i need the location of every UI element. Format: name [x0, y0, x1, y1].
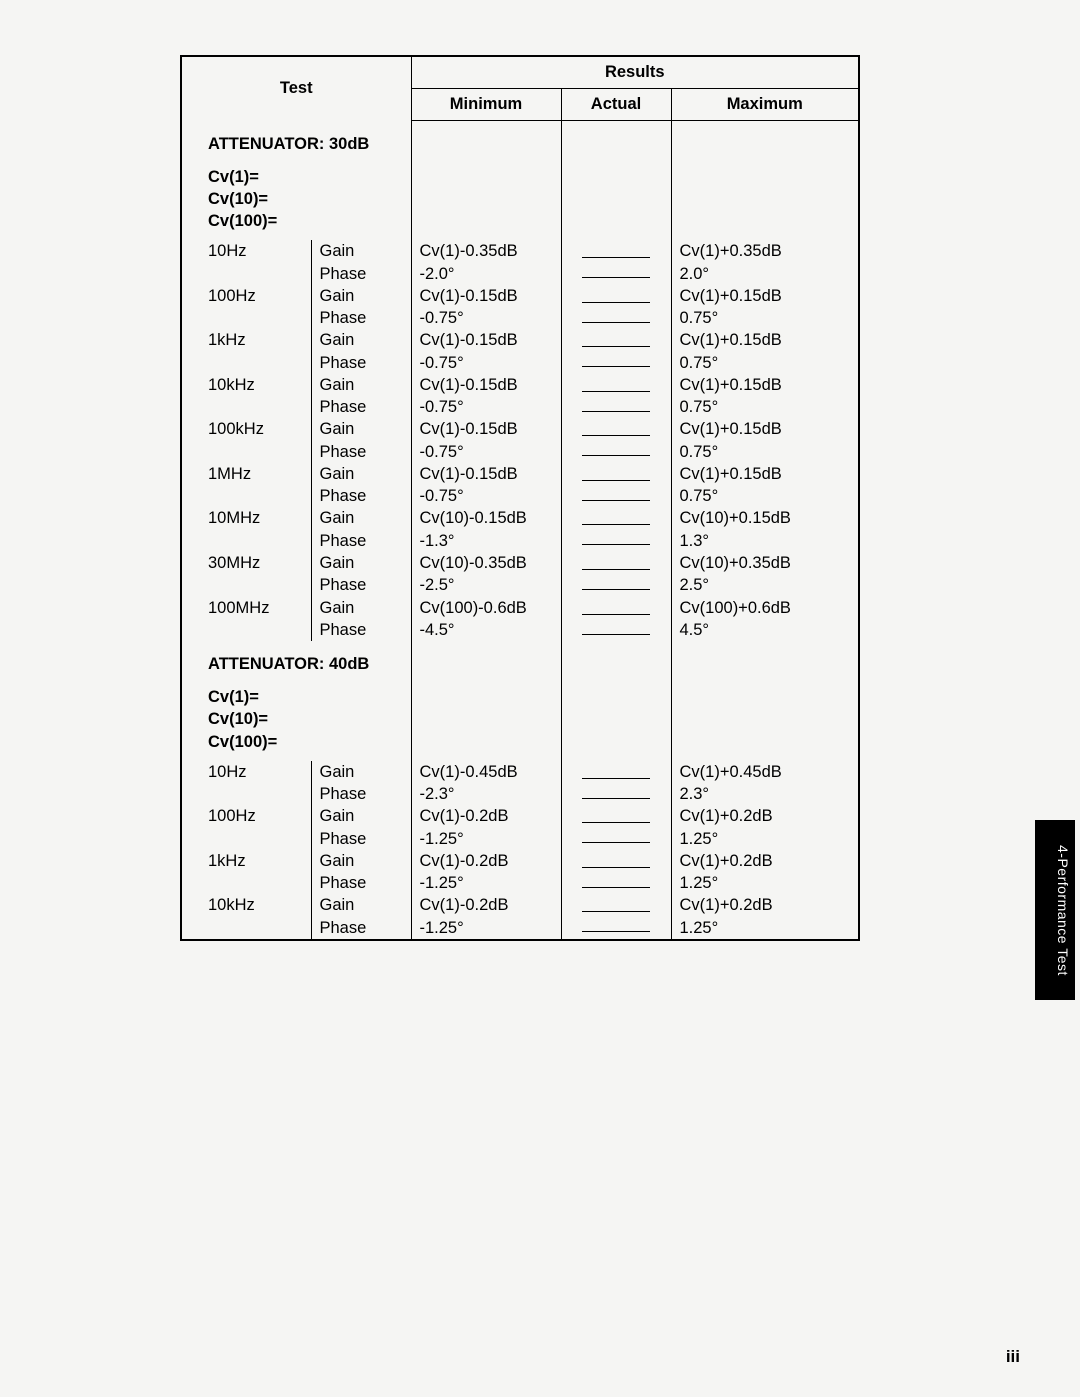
minimum-value: Cv(1)-0.2dB-1.25° — [420, 894, 553, 939]
minimum-value: Cv(10)-0.15dB-1.3° — [420, 507, 553, 552]
actual-blank[interactable] — [582, 442, 650, 456]
actual-blank[interactable] — [582, 289, 650, 303]
header-actual: Actual — [561, 89, 671, 121]
actual-blank[interactable] — [582, 422, 650, 436]
minimum-value: Cv(1)-0.45dB-2.3° — [420, 761, 553, 806]
actual-blank[interactable] — [582, 531, 650, 545]
frequency-label: 1kHz — [190, 850, 303, 872]
maximum-value: Cv(10)+0.35dB2.5° — [680, 552, 851, 597]
minimum-value: Cv(10)-0.35dB-2.5° — [420, 552, 553, 597]
measurement-type: GainPhase — [320, 805, 403, 850]
minimum-value: Cv(1)-0.2dB-1.25° — [420, 850, 553, 895]
actual-blank[interactable] — [582, 898, 650, 912]
measurement-type: GainPhase — [320, 850, 403, 895]
actual-blank[interactable] — [582, 601, 650, 615]
measurement-type: GainPhase — [320, 894, 403, 939]
actual-blank[interactable] — [582, 309, 650, 323]
frequency-label: 10kHz — [190, 894, 303, 916]
chapter-tab: 4-Performance Test — [1035, 820, 1075, 1000]
minimum-value: Cv(1)-0.15dB-0.75° — [420, 374, 553, 419]
maximum-value: Cv(1)+0.15dB0.75° — [680, 418, 851, 463]
frequency-label: 1kHz — [190, 329, 303, 351]
maximum-value: Cv(1)+0.2dB1.25° — [680, 805, 851, 850]
cv-declarations: Cv(1)=Cv(10)=Cv(100)= — [190, 682, 403, 761]
minimum-value: Cv(1)-0.15dB-0.75° — [420, 285, 553, 330]
minimum-value: Cv(1)-0.35dB-2.0° — [420, 240, 553, 285]
actual-blank[interactable] — [582, 378, 650, 392]
actual-blank[interactable] — [582, 244, 650, 258]
actual-blank[interactable] — [582, 918, 650, 932]
measurement-type: GainPhase — [320, 285, 403, 330]
actual-blank[interactable] — [582, 333, 650, 347]
maximum-value: Cv(1)+0.15dB0.75° — [680, 285, 851, 330]
actual-blank[interactable] — [582, 765, 650, 779]
minimum-value: Cv(1)-0.15dB-0.75° — [420, 329, 553, 374]
measurement-type: GainPhase — [320, 597, 403, 642]
measurement-type: GainPhase — [320, 329, 403, 374]
actual-blank[interactable] — [582, 576, 650, 590]
page-number: iii — [1006, 1347, 1020, 1367]
frequency-label: 100Hz — [190, 285, 303, 307]
actual-blank[interactable] — [582, 487, 650, 501]
frequency-label: 100MHz — [190, 597, 303, 619]
actual-blank[interactable] — [582, 874, 650, 888]
minimum-value: Cv(1)-0.15dB-0.75° — [420, 463, 553, 508]
frequency-label: 100Hz — [190, 805, 303, 827]
measurement-type: GainPhase — [320, 240, 403, 285]
header-minimum: Minimum — [411, 89, 561, 121]
measurement-type: GainPhase — [320, 374, 403, 419]
actual-blank[interactable] — [582, 785, 650, 799]
frequency-label: 10MHz — [190, 507, 303, 529]
actual-blank[interactable] — [582, 511, 650, 525]
minimum-value: Cv(1)-0.2dB-1.25° — [420, 805, 553, 850]
attenuator-heading: ATTENUATOR: 30dB — [190, 121, 403, 162]
actual-blank[interactable] — [582, 467, 650, 481]
minimum-value: Cv(100)-0.6dB-4.5° — [420, 597, 553, 642]
measurement-type: GainPhase — [320, 418, 403, 463]
minimum-value: Cv(1)-0.15dB-0.75° — [420, 418, 553, 463]
cv-declarations: Cv(1)=Cv(10)=Cv(100)= — [190, 162, 403, 241]
header-results: Results — [411, 56, 859, 89]
maximum-value: Cv(1)+0.15dB0.75° — [680, 329, 851, 374]
actual-blank[interactable] — [582, 829, 650, 843]
maximum-value: Cv(1)+0.35dB2.0° — [680, 240, 851, 285]
actual-blank[interactable] — [582, 264, 650, 278]
measurement-type: GainPhase — [320, 761, 403, 806]
test-results-page: Test Results Minimum Actual Maximum ATTE… — [180, 55, 860, 941]
maximum-value: Cv(100)+0.6dB4.5° — [680, 597, 851, 642]
maximum-value: Cv(1)+0.45dB2.3° — [680, 761, 851, 806]
actual-blank[interactable] — [582, 809, 650, 823]
attenuator-heading: ATTENUATOR: 40dB — [190, 641, 403, 682]
frequency-label: 10Hz — [190, 761, 303, 783]
maximum-value: Cv(1)+0.2dB1.25° — [680, 850, 851, 895]
maximum-value: Cv(1)+0.2dB1.25° — [680, 894, 851, 939]
actual-blank[interactable] — [582, 621, 650, 635]
header-test: Test — [181, 56, 411, 121]
measurement-type: GainPhase — [320, 507, 403, 552]
header-maximum: Maximum — [671, 89, 859, 121]
actual-blank[interactable] — [582, 556, 650, 570]
frequency-label: 30MHz — [190, 552, 303, 574]
frequency-label: 10Hz — [190, 240, 303, 262]
actual-blank[interactable] — [582, 854, 650, 868]
results-table: Test Results Minimum Actual Maximum ATTE… — [180, 55, 860, 941]
maximum-value: Cv(10)+0.15dB1.3° — [680, 507, 851, 552]
maximum-value: Cv(1)+0.15dB0.75° — [680, 463, 851, 508]
measurement-type: GainPhase — [320, 463, 403, 508]
actual-blank[interactable] — [582, 398, 650, 412]
actual-blank[interactable] — [582, 353, 650, 367]
frequency-label: 1MHz — [190, 463, 303, 485]
measurement-type: GainPhase — [320, 552, 403, 597]
frequency-label: 10kHz — [190, 374, 303, 396]
maximum-value: Cv(1)+0.15dB0.75° — [680, 374, 851, 419]
frequency-label: 100kHz — [190, 418, 303, 440]
